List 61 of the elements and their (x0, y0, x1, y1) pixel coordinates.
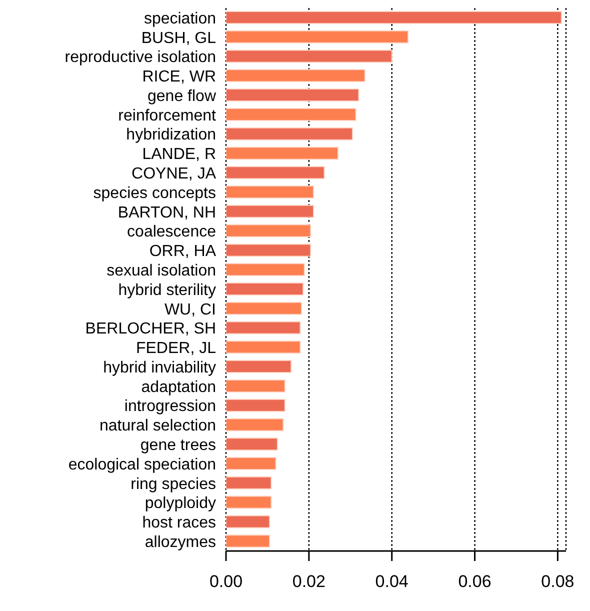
y-tick-label: coalescence (127, 224, 216, 241)
y-tick-label: LANDE, R (142, 146, 216, 164)
y-tick-label: sexual isolation (106, 262, 216, 280)
y-tick-label: hybrid inviability (103, 359, 216, 376)
y-tick-label: allozymes (144, 534, 216, 551)
y-tick-label: introgression (124, 398, 216, 416)
bar (226, 418, 284, 432)
y-tick-label: BARTON, NH (118, 204, 216, 222)
y-tick-label: RICE, WR (142, 68, 216, 86)
bar (226, 457, 276, 470)
bar (226, 321, 301, 334)
bar (226, 340, 301, 354)
y-tick-label: BUSH, GL (141, 30, 216, 47)
y-tick-label: reproductive isolation (64, 49, 216, 66)
y-tick-label: species concepts (93, 184, 216, 202)
bar (226, 166, 325, 180)
y-tick-label: reinforcement (118, 107, 217, 124)
y-tick-label: WU, CI (164, 301, 216, 318)
x-tick-label: 0.04 (375, 572, 408, 592)
bar (226, 379, 286, 392)
y-tick-label: polyploidy (144, 495, 216, 512)
bar (226, 10, 562, 24)
y-tick-label: gene trees (140, 437, 216, 454)
bar (226, 476, 272, 490)
x-tick-label: 0.02 (292, 572, 326, 592)
y-tick-label: ring species (130, 476, 216, 493)
bar (226, 438, 278, 451)
bar (226, 224, 312, 238)
bar (226, 360, 292, 374)
bar (226, 30, 409, 44)
y-tick-label: ecological speciation (68, 456, 216, 474)
y-tick-label: hybridization (126, 126, 216, 144)
y-tick-label: FEDER, JL (136, 340, 216, 358)
bar (226, 244, 312, 257)
y-tick-label: speciation (144, 10, 216, 28)
bar (226, 302, 302, 315)
bar (226, 127, 353, 140)
bar (226, 50, 392, 63)
x-tick-label: 0.06 (458, 572, 492, 592)
bar (226, 146, 338, 160)
bar (226, 398, 286, 412)
y-tick-label: adaptation (141, 378, 216, 396)
bar (226, 534, 270, 548)
y-tick-label: ORR, HA (149, 243, 216, 260)
y-tick-label: gene flow (148, 88, 216, 105)
bar (226, 204, 314, 218)
bar (226, 282, 304, 296)
bar (226, 88, 360, 102)
x-tick-label: 0.08 (541, 572, 574, 592)
bar (226, 263, 305, 276)
y-tick-label: hybrid sterility (118, 282, 216, 299)
bar (226, 496, 272, 509)
bar (226, 69, 366, 82)
bar (226, 186, 314, 199)
bar (226, 515, 270, 528)
y-tick-label: host races (142, 514, 216, 532)
y-tick-label: COYNE, JA (132, 166, 216, 183)
y-tick-label: natural selection (99, 418, 216, 435)
y-tick-label: BERLOCHER, SH (85, 320, 216, 338)
x-tick-label: 0.00 (209, 572, 243, 592)
bar (226, 108, 356, 121)
